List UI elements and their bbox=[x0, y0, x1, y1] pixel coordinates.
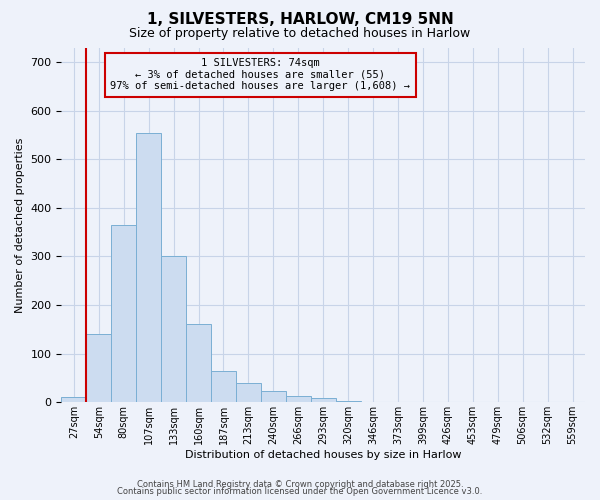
X-axis label: Distribution of detached houses by size in Harlow: Distribution of detached houses by size … bbox=[185, 450, 461, 460]
Bar bbox=[161, 256, 186, 402]
Bar bbox=[211, 370, 236, 402]
Bar bbox=[136, 132, 161, 402]
Text: 1 SILVESTERS: 74sqm
← 3% of detached houses are smaller (55)
97% of semi-detache: 1 SILVESTERS: 74sqm ← 3% of detached hou… bbox=[110, 58, 410, 92]
Bar bbox=[286, 396, 311, 402]
Bar bbox=[61, 398, 86, 402]
Text: Contains public sector information licensed under the Open Government Licence v3: Contains public sector information licen… bbox=[118, 487, 482, 496]
Bar bbox=[86, 334, 111, 402]
Bar bbox=[261, 391, 286, 402]
Bar bbox=[236, 383, 261, 402]
Bar bbox=[311, 398, 335, 402]
Bar bbox=[186, 324, 211, 402]
Text: Size of property relative to detached houses in Harlow: Size of property relative to detached ho… bbox=[130, 28, 470, 40]
Text: 1, SILVESTERS, HARLOW, CM19 5NN: 1, SILVESTERS, HARLOW, CM19 5NN bbox=[146, 12, 454, 28]
Y-axis label: Number of detached properties: Number of detached properties bbox=[15, 137, 25, 312]
Bar bbox=[111, 225, 136, 402]
Text: Contains HM Land Registry data © Crown copyright and database right 2025.: Contains HM Land Registry data © Crown c… bbox=[137, 480, 463, 489]
